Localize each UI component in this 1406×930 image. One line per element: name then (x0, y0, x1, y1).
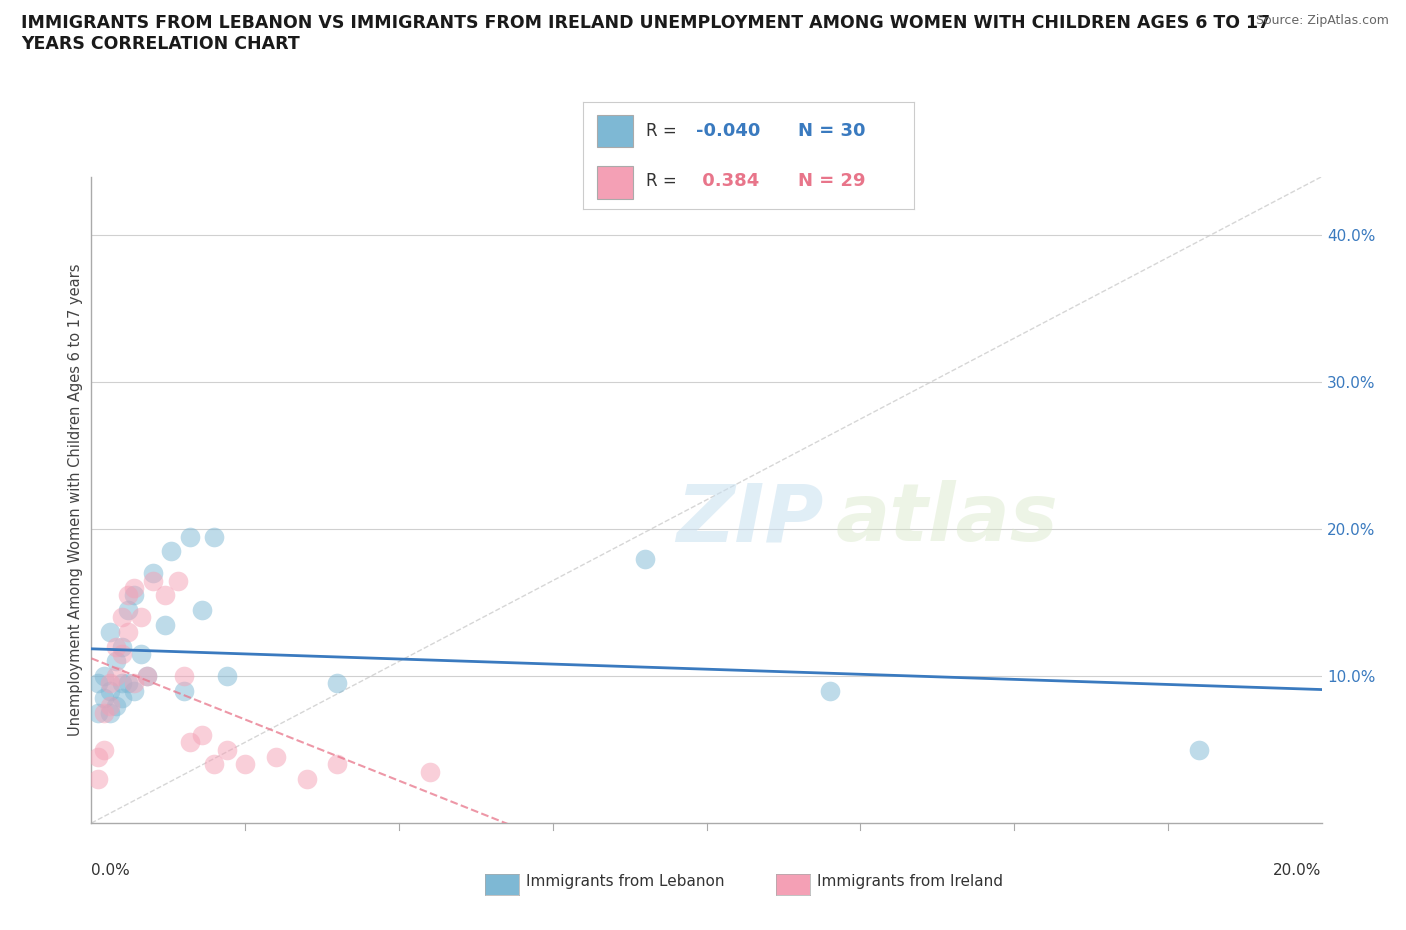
Point (117, 676, 139, 691)
Point (86, 772, 108, 787)
Point (135, 669, 157, 684)
Point (215, 669, 238, 684)
Point (129, 646, 152, 661)
Point (160, 544, 183, 559)
Point (124, 676, 146, 691)
Point (86, 750, 108, 764)
Point (1187, 742, 1209, 757)
Y-axis label: Unemployment Among Women with Children Ages 6 to 17 years: Unemployment Among Women with Children A… (67, 263, 83, 737)
Point (98, 698, 121, 713)
Point (98, 625, 121, 640)
Point (634, 551, 657, 566)
Point (111, 639, 134, 654)
Point (124, 588, 146, 603)
FancyBboxPatch shape (596, 115, 633, 147)
Text: -0.040: -0.040 (696, 122, 761, 140)
Point (215, 742, 238, 757)
Point (191, 603, 214, 618)
Text: atlas: atlas (835, 480, 1059, 558)
Text: ZIP: ZIP (676, 480, 824, 558)
Point (105, 639, 127, 654)
Point (173, 684, 195, 698)
Point (98, 676, 121, 691)
Point (233, 757, 256, 772)
Point (135, 669, 157, 684)
Point (129, 610, 152, 625)
Point (111, 610, 134, 625)
Point (117, 588, 139, 603)
Point (179, 735, 201, 750)
Point (98, 706, 121, 721)
Point (142, 565, 165, 580)
Point (105, 669, 127, 684)
Point (153, 618, 177, 632)
Point (111, 646, 134, 661)
Text: 0.0%: 0.0% (91, 863, 131, 878)
Point (86, 676, 108, 691)
FancyBboxPatch shape (596, 166, 633, 199)
Point (142, 573, 165, 588)
Text: N = 29: N = 29 (799, 172, 866, 190)
Point (105, 654, 127, 669)
Point (191, 727, 214, 742)
Point (117, 625, 139, 640)
Point (264, 750, 287, 764)
Point (124, 580, 146, 595)
Point (117, 603, 139, 618)
Point (111, 691, 134, 706)
Point (124, 684, 146, 698)
Point (98, 684, 121, 698)
Point (179, 529, 201, 544)
Text: N = 30: N = 30 (799, 122, 866, 140)
Point (105, 698, 127, 713)
Point (419, 764, 441, 779)
Point (111, 676, 134, 691)
Point (326, 757, 349, 772)
Point (166, 573, 188, 588)
Point (818, 684, 841, 698)
Point (93, 691, 115, 706)
Point (202, 529, 225, 544)
Text: IMMIGRANTS FROM LEBANON VS IMMIGRANTS FROM IRELAND UNEMPLOYMENT AMONG WOMEN WITH: IMMIGRANTS FROM LEBANON VS IMMIGRANTS FR… (21, 14, 1270, 32)
Text: Immigrants from Ireland: Immigrants from Ireland (817, 874, 1002, 889)
Point (93, 706, 115, 721)
Point (93, 669, 115, 684)
Text: R =: R = (647, 122, 682, 140)
Point (93, 742, 115, 757)
Text: R =: R = (647, 172, 682, 190)
Point (153, 588, 177, 603)
Point (326, 676, 349, 691)
Text: 0.384: 0.384 (696, 172, 759, 190)
Text: 20.0%: 20.0% (1274, 863, 1322, 878)
Point (173, 669, 195, 684)
Point (202, 757, 225, 772)
Text: YEARS CORRELATION CHART: YEARS CORRELATION CHART (21, 35, 299, 53)
Point (295, 772, 318, 787)
Point (86, 706, 108, 721)
Text: Immigrants from Lebanon: Immigrants from Lebanon (526, 874, 724, 889)
Text: Source: ZipAtlas.com: Source: ZipAtlas.com (1256, 14, 1389, 27)
